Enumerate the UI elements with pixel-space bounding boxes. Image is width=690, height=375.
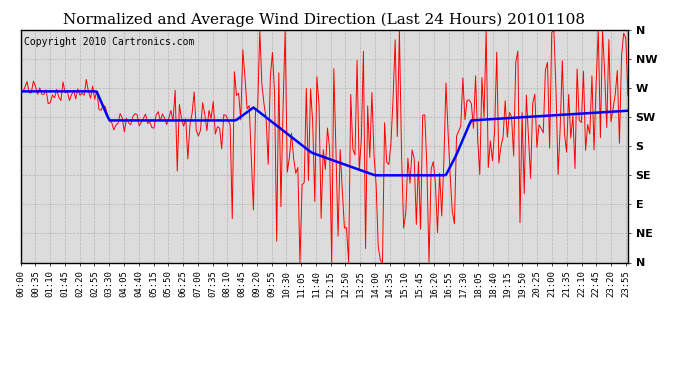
Title: Normalized and Average Wind Direction (Last 24 Hours) 20101108: Normalized and Average Wind Direction (L… <box>63 13 585 27</box>
Text: Copyright 2010 Cartronics.com: Copyright 2010 Cartronics.com <box>23 37 194 47</box>
